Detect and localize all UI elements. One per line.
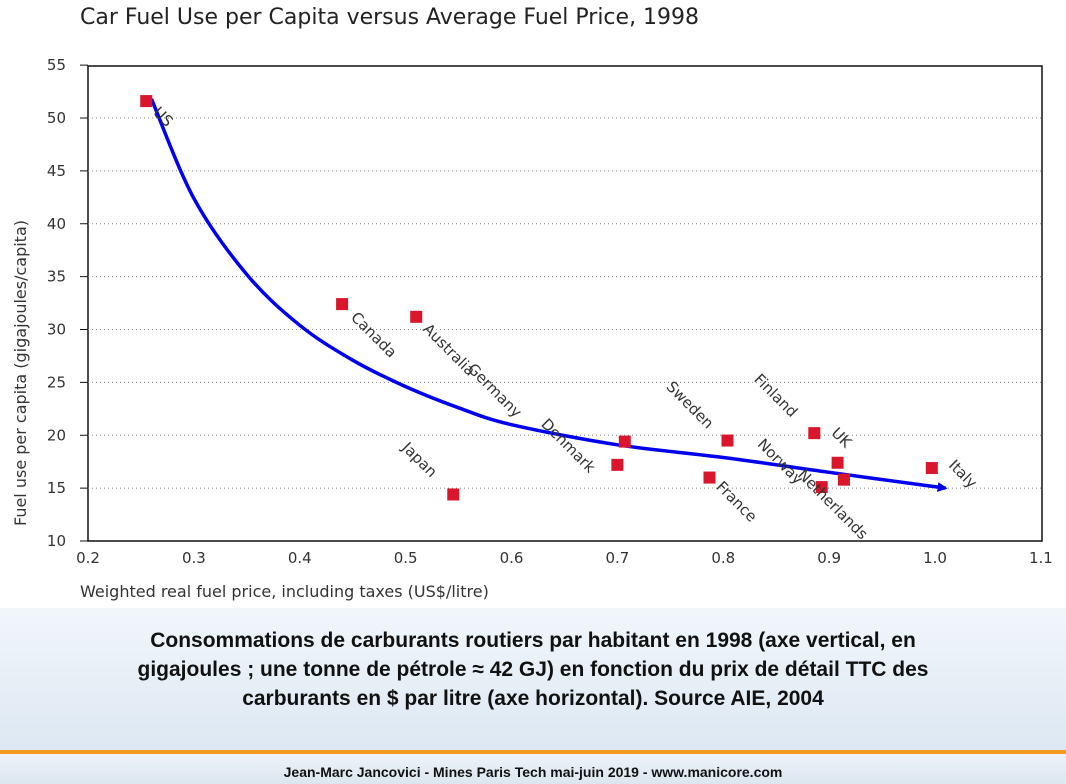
scatter-chart: Car Fuel Use per Capita versus Average F… (11, 5, 1053, 601)
point-label: UK (828, 424, 856, 452)
x-tick-label: 1.1 (1029, 549, 1053, 567)
caption-text: Consommations de carburants routiers par… (137, 629, 929, 710)
data-point (831, 456, 844, 469)
footer-band: Jean-Marc Jancovici - Mines Paris Tech m… (0, 754, 1066, 784)
data-point (140, 95, 153, 108)
x-tick-label: 1.0 (923, 549, 947, 567)
point-label: France (713, 478, 761, 526)
plot-frame (87, 65, 1043, 542)
x-tick-label: 0.5 (394, 549, 418, 567)
data-point (611, 458, 624, 471)
caption-band: Consommations de carburants routiers par… (0, 608, 1066, 750)
trend-curve-arrow (149, 98, 948, 492)
x-tick-label: 0.2 (76, 549, 100, 567)
y-tick-label: 30 (47, 321, 66, 339)
y-axis-label: Fuel use per capita (gigajoules/capita) (11, 220, 30, 526)
chart-title: Car Fuel Use per Capita versus Average F… (80, 5, 699, 30)
chart-area: Car Fuel Use per Capita versus Average F… (11, 5, 1053, 601)
data-point (410, 310, 423, 323)
x-tick-label: 0.4 (288, 549, 312, 567)
x-axis-label: Weighted real fuel price, including taxe… (80, 582, 489, 601)
y-tick-label: 40 (47, 215, 66, 233)
data-point (925, 462, 938, 475)
y-tick-label: 55 (47, 56, 66, 74)
x-tick-label: 0.9 (817, 549, 841, 567)
data-point (837, 473, 850, 486)
footer-text: Jean-Marc Jancovici - Mines Paris Tech m… (283, 764, 783, 780)
y-tick-label: 25 (47, 373, 66, 391)
y-tick-label: 15 (47, 479, 66, 497)
data-point (721, 434, 734, 447)
y-tick-label: 50 (47, 109, 66, 127)
y-tick-label: 35 (47, 268, 66, 286)
data-point (618, 435, 631, 448)
divider-rule (0, 750, 1066, 754)
x-tick-label: 0.8 (711, 549, 735, 567)
data-point (703, 471, 716, 484)
y-tick-label: 20 (47, 426, 66, 444)
x-tick-label: 0.7 (605, 549, 629, 567)
point-label: Finland (750, 370, 801, 421)
y-tick-label: 10 (47, 532, 66, 550)
data-point (808, 427, 821, 440)
point-label: Denmark (538, 415, 600, 477)
y-tick-label: 45 (47, 162, 66, 180)
data-point (336, 298, 349, 311)
data-point (447, 488, 460, 501)
point-label: Japan (398, 438, 441, 481)
x-tick-label: 0.6 (500, 549, 524, 567)
data-point (815, 481, 828, 494)
x-tick-label: 0.3 (182, 549, 206, 567)
point-label: Canada (347, 308, 400, 361)
point-label: Sweden (663, 378, 718, 433)
point-label: Italy (945, 456, 981, 492)
